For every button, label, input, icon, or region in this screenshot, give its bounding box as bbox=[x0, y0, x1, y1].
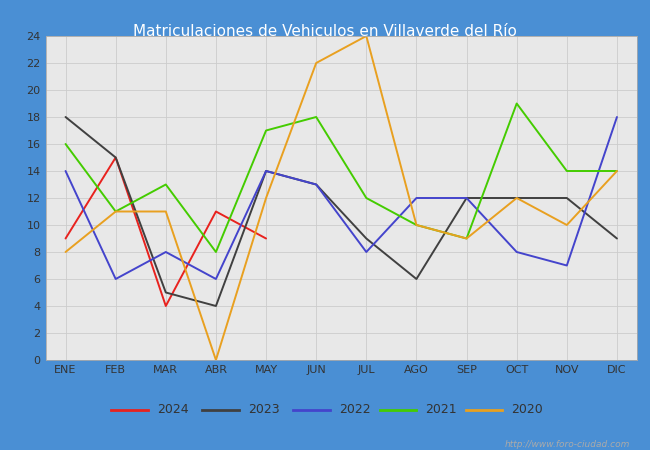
Text: 2022: 2022 bbox=[339, 403, 370, 416]
Text: 2024: 2024 bbox=[157, 403, 188, 416]
Text: 2021: 2021 bbox=[425, 403, 457, 416]
Text: http://www.foro-ciudad.com: http://www.foro-ciudad.com bbox=[505, 440, 630, 449]
Text: Matriculaciones de Vehiculos en Villaverde del Río: Matriculaciones de Vehiculos en Villaver… bbox=[133, 24, 517, 39]
Text: 2023: 2023 bbox=[248, 403, 280, 416]
Text: 2020: 2020 bbox=[512, 403, 543, 416]
